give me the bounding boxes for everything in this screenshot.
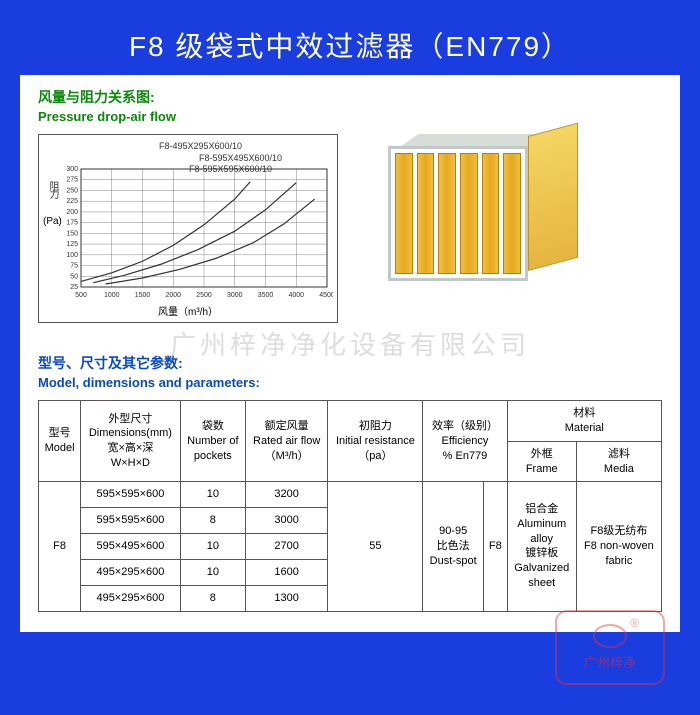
th-model: 型号 Model: [39, 401, 81, 482]
svg-text:2500: 2500: [196, 292, 212, 299]
cell-dim: 595×495×600: [81, 534, 181, 560]
svg-text:4000: 4000: [288, 292, 304, 299]
x-axis-label: 风量（m³/h）: [43, 303, 333, 318]
svg-text:250: 250: [66, 187, 78, 194]
th-dims: 外型尺寸 Dimensions(mm) 宽×高×深 W×H×D: [81, 401, 181, 482]
svg-text:125: 125: [66, 241, 78, 248]
cell-airflow: 1600: [245, 559, 327, 585]
cell-pockets: 8: [180, 585, 245, 611]
svg-text:4500: 4500: [319, 292, 333, 299]
cell-airflow: 1300: [245, 585, 327, 611]
cell-eff-class: F8: [483, 482, 507, 611]
pressure-chart: F8-495X295X600/10 F8-595X495X600/10 F8-5…: [38, 134, 338, 323]
cell-pockets: 8: [180, 508, 245, 534]
section2-label-cn: 型号、尺寸及其它参数:: [38, 353, 662, 373]
svg-text:50: 50: [70, 273, 78, 280]
y-axis-unit: (Pa): [43, 216, 62, 227]
cell-resist: 55: [328, 482, 423, 611]
cell-airflow: 3000: [245, 508, 327, 534]
cell-model: F8: [39, 482, 81, 611]
svg-text:225: 225: [66, 198, 78, 205]
svg-text:3000: 3000: [227, 292, 243, 299]
cell-frame: 铝合金Aluminumalloy镀锌板Galvanizedsheet: [507, 482, 576, 611]
svg-text:150: 150: [66, 230, 78, 237]
svg-text:500: 500: [75, 292, 87, 299]
th-pockets: 袋数 Number of pockets: [180, 401, 245, 482]
svg-text:75: 75: [70, 263, 78, 270]
cell-eff-method: 90-95比色法Dust-spot: [423, 482, 484, 611]
th-frame: 外框 Frame: [507, 441, 576, 482]
chart-svg: 500 1000 1500 2000 2500 3000 3500 4000 4500 25 50 7…: [53, 141, 333, 301]
section1-label-en: Pressure drop-air flow: [38, 109, 662, 124]
title-bar: F8 级袋式中效过滤器（EN779）: [0, 15, 700, 75]
stamp-text: 广州梓净: [584, 652, 636, 671]
svg-text:275: 275: [66, 177, 78, 184]
th-eff: 效率（级别） Efficiency % En779: [423, 401, 507, 482]
svg-text:2000: 2000: [165, 292, 181, 299]
cell-media: F8级无纺布F8 non-wovenfabric: [576, 482, 661, 611]
th-material: 材料 Material: [507, 401, 661, 442]
table-row: F8595×595×6001032005590-95比色法Dust-spotF8…: [39, 482, 662, 508]
cell-pockets: 10: [180, 559, 245, 585]
th-airflow: 额定风量 Rated air flow （M³/h）: [245, 401, 327, 482]
svg-text:1500: 1500: [135, 292, 151, 299]
y-axis-label: 阻力: [45, 181, 60, 197]
spec-table: 型号 Model 外型尺寸 Dimensions(mm) 宽×高×深 W×H×D…: [38, 400, 662, 612]
cell-dim: 595×595×600: [81, 508, 181, 534]
page-title: F8 级袋式中效过滤器（EN779）: [129, 25, 571, 65]
svg-text:200: 200: [66, 209, 78, 216]
cell-pockets: 10: [180, 482, 245, 508]
cell-airflow: 2700: [245, 534, 327, 560]
section2-label-en: Model, dimensions and parameters:: [38, 375, 662, 390]
product-photo: [378, 134, 578, 304]
th-resist: 初阻力 Initial resistance （pa）: [328, 401, 423, 482]
cell-pockets: 10: [180, 534, 245, 560]
svg-text:100: 100: [66, 252, 78, 259]
cell-dim: 595×595×600: [81, 482, 181, 508]
section1-label-cn: 风量与阻力关系图:: [38, 87, 662, 107]
svg-text:25: 25: [70, 284, 78, 291]
svg-text:1000: 1000: [104, 292, 120, 299]
svg-text:3500: 3500: [258, 292, 274, 299]
svg-text:175: 175: [66, 220, 78, 227]
cell-dim: 495×295×600: [81, 585, 181, 611]
table-header-row: 型号 Model 外型尺寸 Dimensions(mm) 宽×高×深 W×H×D…: [39, 401, 662, 442]
cell-dim: 495×295×600: [81, 559, 181, 585]
th-media: 滤料 Media: [576, 441, 661, 482]
cell-airflow: 3200: [245, 482, 327, 508]
svg-text:300: 300: [66, 166, 78, 173]
